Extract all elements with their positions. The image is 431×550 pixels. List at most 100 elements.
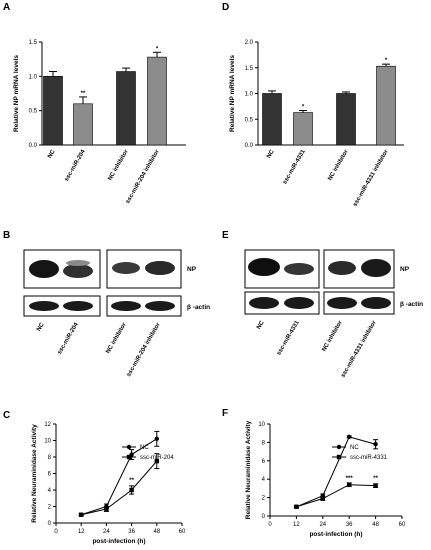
- significance-label: **: [373, 476, 378, 482]
- x-category-label: NC: [266, 148, 276, 159]
- y-tick-label: 6: [262, 459, 266, 465]
- x-tick-label: 60: [179, 529, 186, 535]
- x-tick-label: 36: [128, 529, 135, 535]
- blot-frame-actin-right: [106, 295, 182, 317]
- y-tick-label: 0.5: [245, 117, 254, 123]
- y-tick-label: 1.5: [245, 66, 254, 72]
- lane-label-b-1: NC: [36, 321, 46, 332]
- bar: [262, 93, 282, 146]
- x-tick-label: 36: [346, 522, 353, 528]
- x-category-label: NC: [47, 148, 57, 159]
- band-np-lane-2-upper: [66, 260, 90, 266]
- bar: [376, 65, 396, 146]
- x-axis-label: post-infection (h): [92, 538, 145, 545]
- series-line: [296, 436, 376, 508]
- y-tick-label: 10: [258, 422, 265, 428]
- y-tick-label: 8: [262, 440, 266, 446]
- x-category-label: ssc-miR-4331 inhibitor: [352, 148, 390, 207]
- y-tick-label: 8: [48, 455, 52, 461]
- x-tick-label: 0: [54, 529, 58, 535]
- band-actin-lane-3: [111, 301, 141, 311]
- data-point: [294, 504, 299, 509]
- y-axis-label: Relative Neuraminidase Activity: [31, 424, 38, 523]
- significance-label: **: [129, 478, 134, 484]
- y-tick-label: 1.0: [29, 74, 38, 80]
- data-point: [129, 487, 134, 493]
- significance-label: **: [81, 91, 86, 97]
- x-category-label: ssc-miR-204 inhibitor: [125, 148, 161, 204]
- lane-label-e-1: NC: [256, 319, 266, 330]
- panel-label-a: A: [3, 2, 10, 13]
- x-tick-label: 48: [153, 529, 160, 535]
- band-actin-lane-3-e: [327, 297, 357, 309]
- blot-frame-actin-left: [23, 295, 101, 317]
- band-np-lane-1: [29, 260, 59, 278]
- data-point: [347, 482, 352, 487]
- x-tick-label: 24: [103, 529, 110, 535]
- bar: [73, 103, 93, 146]
- blot-label-actin-b: β -actin: [187, 304, 210, 311]
- y-tick-label: 0.0: [29, 143, 38, 149]
- band-np-lane-4-e: [361, 259, 391, 277]
- significance-label: *: [302, 104, 305, 110]
- lane-label-b-3: NC inhibitor: [105, 321, 128, 354]
- y-tick-label: 2.0: [245, 40, 254, 46]
- legend-marker: [336, 444, 342, 450]
- series-line: [81, 438, 158, 516]
- panel-label-d: D: [222, 2, 229, 13]
- significance-label: *: [385, 58, 388, 64]
- data-point: [79, 512, 84, 517]
- y-axis-label: Relative Neuraminidase Activity: [245, 420, 252, 519]
- band-actin-lane-4: [145, 301, 175, 311]
- x-category-label: NC inhibitor: [327, 148, 350, 181]
- data-point: [154, 436, 159, 442]
- y-tick-label: 2: [262, 496, 266, 502]
- band-np-lane-3: [112, 262, 140, 274]
- series-line: [81, 460, 158, 516]
- band-actin-lane-1: [29, 301, 59, 311]
- panel-label-b: B: [3, 230, 10, 241]
- band-np-lane-2: [63, 264, 93, 278]
- x-category-label: ssc-miR-204: [64, 148, 87, 182]
- x-tick-label: 0: [268, 522, 272, 528]
- band-np-lane-4: [145, 261, 175, 275]
- significance-label: ***: [346, 476, 354, 482]
- blot-label-np-e: NP: [400, 266, 410, 273]
- blot-label-np-b: NP: [187, 266, 197, 273]
- legend-label: ssc-miR-4331: [350, 455, 388, 461]
- y-tick-label: 0.5: [29, 109, 38, 115]
- y-tick-label: 12: [44, 422, 51, 428]
- x-axis-label: post-infection (h): [309, 531, 362, 538]
- series-line: [296, 484, 376, 508]
- lane-label-e-3: NC inhibitor: [321, 319, 344, 352]
- blot-label-actin-e: β -actin: [400, 301, 423, 308]
- y-tick-label: 0: [262, 514, 266, 520]
- bar: [336, 93, 356, 146]
- panel-b-western-blot: B NP β -actin NC ssc-miR-204 NC inhibito…: [3, 230, 210, 378]
- y-tick-label: 4: [48, 488, 52, 494]
- data-point: [373, 442, 378, 447]
- data-point: [320, 496, 325, 501]
- y-tick-label: 6: [48, 472, 52, 478]
- band-actin-lane-2: [63, 301, 93, 311]
- band-np-lane-1-e: [248, 258, 280, 276]
- band-np-lane-3-e: [328, 261, 356, 275]
- legend-marker: [336, 454, 342, 460]
- legend-label: NC: [350, 445, 359, 451]
- y-tick-label: 1.0: [245, 92, 254, 98]
- band-actin-lane-4-e: [361, 297, 391, 309]
- x-category-label: NC inhibitor: [107, 148, 130, 181]
- y-tick-label: 0: [48, 521, 52, 527]
- x-tick-label: 24: [319, 522, 326, 528]
- legend-marker: [126, 444, 132, 450]
- band-actin-lane-2-e: [284, 297, 314, 309]
- lane-label-b-2: ssc-miR-204: [57, 321, 80, 355]
- lane-label-b-4: ssc-miR-204 inhibitor: [126, 321, 162, 377]
- panel-label-c: C: [3, 410, 10, 421]
- legend-label: NC: [140, 445, 149, 451]
- x-tick-label: 12: [293, 522, 300, 528]
- x-category-label: ssc-miR-4331: [282, 148, 307, 185]
- lane-label-e-2: ssc-miR-4331: [276, 319, 301, 356]
